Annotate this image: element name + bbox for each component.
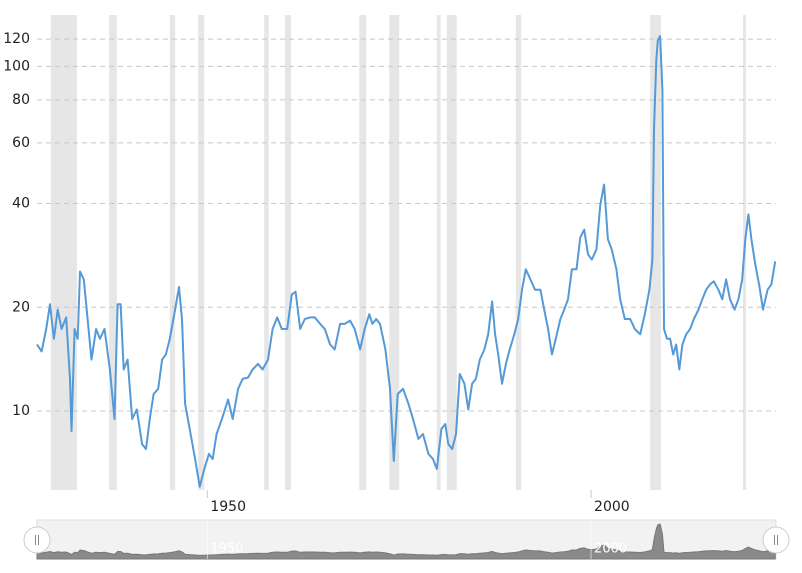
x-tick-label: 1950 <box>210 499 246 515</box>
recession-band <box>264 15 269 490</box>
handle-knob <box>23 526 51 554</box>
y-tick-label: 60 <box>12 135 30 151</box>
recession-band <box>515 15 522 490</box>
recession-band <box>198 15 205 490</box>
navigator-label: 2000 <box>594 542 627 557</box>
recession-band <box>50 15 77 490</box>
x-tick-label: 2000 <box>594 499 630 515</box>
y-tick-label: 100 <box>3 58 30 74</box>
handle-knob <box>762 526 790 554</box>
recession-band <box>650 15 661 490</box>
recession-band <box>169 15 176 490</box>
navigator-handle[interactable] <box>762 526 790 554</box>
navigator-handle[interactable] <box>23 526 51 554</box>
y-tick-label: 20 <box>12 299 30 315</box>
navigator-label: 1950 <box>210 542 243 557</box>
pe-line <box>36 35 777 488</box>
y-tick-label: 10 <box>12 403 30 419</box>
recession-band <box>284 15 292 490</box>
recession-band <box>359 15 367 490</box>
y-tick-label: 80 <box>12 92 30 108</box>
recession-band <box>446 15 457 490</box>
y-tick-label: 40 <box>12 196 30 212</box>
recession-band <box>436 15 441 490</box>
recession-band <box>109 15 117 490</box>
recession-band <box>389 15 400 490</box>
y-tick-label: 120 <box>3 31 30 47</box>
